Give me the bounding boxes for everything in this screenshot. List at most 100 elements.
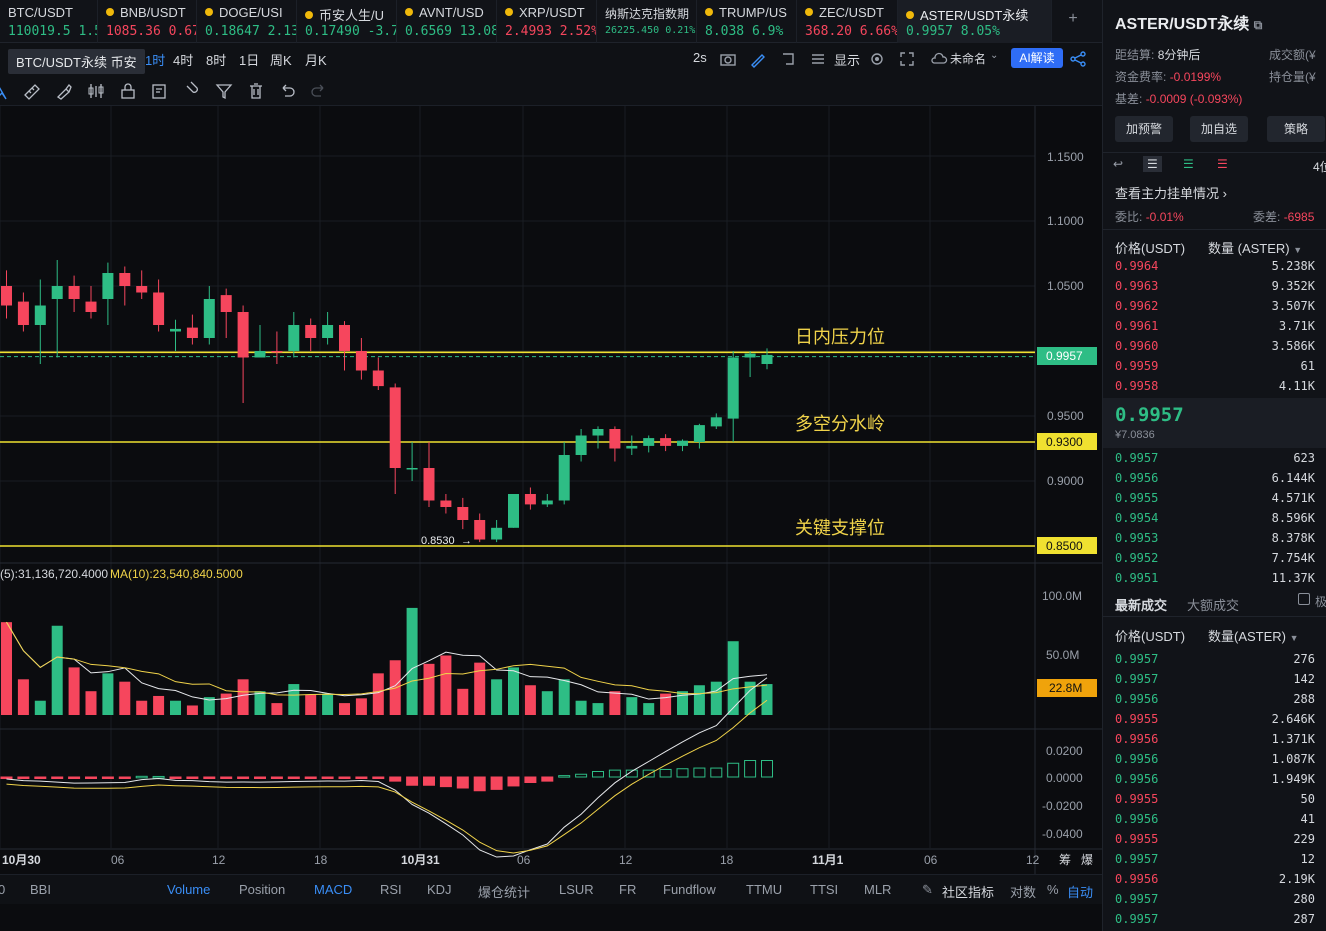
trade-row[interactable]: 0.9956 1.949K bbox=[1115, 769, 1315, 789]
trade-row[interactable]: 0.9955 229 bbox=[1115, 829, 1315, 849]
ticker-tab[interactable]: TRUMP/US 8.038 6.9% bbox=[697, 0, 797, 43]
indicator-fr[interactable]: FR bbox=[619, 882, 637, 897]
replay-icon[interactable] bbox=[778, 49, 798, 69]
trade-row[interactable]: 0.9957 276 bbox=[1115, 649, 1315, 669]
ask-row[interactable]: 0.9964 5.238K bbox=[1115, 256, 1315, 276]
trade-row[interactable]: 0.9956 41 bbox=[1115, 809, 1315, 829]
layout-name-dropdown[interactable]: 未命名 bbox=[950, 52, 987, 66]
indicator-position[interactable]: Position bbox=[239, 882, 286, 897]
display-menu[interactable]: 显示 bbox=[834, 53, 861, 68]
indicator-mlr[interactable]: MLR bbox=[864, 882, 892, 897]
strategy-button[interactable]: 策略 bbox=[1267, 116, 1325, 142]
depth-bids-icon[interactable]: ☰ bbox=[1183, 157, 1194, 171]
share-icon[interactable] bbox=[1068, 49, 1088, 69]
indicator-liquidation[interactable]: 爆仓统计 bbox=[478, 885, 531, 900]
filter-icon[interactable] bbox=[214, 81, 234, 101]
add-tab-button[interactable]: + bbox=[1068, 10, 1078, 27]
magnet-icon[interactable] bbox=[182, 81, 202, 101]
settings-icon[interactable] bbox=[867, 49, 887, 69]
timeframe-month[interactable]: 月K bbox=[305, 53, 327, 68]
depth-both-icon[interactable]: ↩ bbox=[1113, 157, 1124, 171]
log-scale-toggle[interactable]: 对数 bbox=[1010, 885, 1037, 900]
cursor-icon[interactable] bbox=[0, 81, 14, 101]
trades-tab-latest[interactable]: 最新成交 bbox=[1115, 598, 1168, 613]
add-watchlist-button[interactable]: 加自选 bbox=[1190, 116, 1248, 142]
trade-row[interactable]: 0.9957 142 bbox=[1115, 669, 1315, 689]
indicator-lsur[interactable]: LSUR bbox=[559, 882, 594, 897]
timeframe-week[interactable]: 周K bbox=[270, 53, 292, 68]
ticker-tab[interactable]: 纳斯达克指数期 26225.450 0.21% bbox=[597, 0, 697, 43]
brush-icon[interactable] bbox=[54, 81, 74, 101]
indicator-fundflow[interactable]: Fundflow bbox=[663, 882, 716, 897]
ask-row[interactable]: 0.9963 9.352K bbox=[1115, 276, 1315, 296]
community-indicators[interactable]: 社区指标 bbox=[942, 885, 995, 900]
candlestick-chart[interactable]: 1.1500 1.1000 1.0500 0.9500 0.9000 100.0… bbox=[0, 106, 1102, 874]
bid-row[interactable]: 0.9955 4.571K bbox=[1115, 488, 1315, 508]
trade-row[interactable]: 0.9956 288 bbox=[1115, 689, 1315, 709]
edit-icon[interactable]: ✎ bbox=[922, 882, 933, 897]
trade-row[interactable]: 0.9956 2.19K bbox=[1115, 869, 1315, 889]
indicator-macd[interactable]: MACD bbox=[314, 882, 353, 897]
chart-area[interactable]: 1.1500 1.1000 1.0500 0.9500 0.9000 100.0… bbox=[0, 106, 1102, 874]
indicator-partial[interactable]: 0 bbox=[0, 882, 6, 897]
lock-icon[interactable] bbox=[118, 81, 138, 101]
candle-tool-icon[interactable] bbox=[86, 81, 106, 101]
ticker-tab[interactable]: BTC/USDT 110019.5 1.5 bbox=[0, 0, 98, 43]
cloud-icon[interactable] bbox=[929, 49, 949, 69]
ai-analysis-button[interactable]: AI解读 bbox=[1011, 48, 1063, 68]
ticker-tab[interactable]: XRP/USDT 2.4993 2.52% bbox=[497, 0, 597, 43]
timeframe-1d[interactable]: 1日 bbox=[239, 53, 260, 68]
trade-row[interactable]: 0.9957 12 bbox=[1115, 849, 1315, 869]
auto-scale-toggle[interactable]: 自动 bbox=[1067, 885, 1094, 900]
camera-icon[interactable] bbox=[718, 49, 738, 69]
edit-note-icon[interactable] bbox=[150, 81, 170, 101]
indicator-ttmu[interactable]: TTMU bbox=[746, 882, 783, 897]
filter-checkbox[interactable] bbox=[1298, 593, 1310, 605]
ask-row[interactable]: 0.9959 61 bbox=[1115, 356, 1315, 376]
ticker-tab[interactable]: AVNT/USD 0.6569 13.08 bbox=[397, 0, 497, 43]
ask-row[interactable]: 0.9958 4.11K bbox=[1115, 376, 1315, 396]
indicator-ttsi[interactable]: TTSI bbox=[810, 882, 839, 897]
bid-row[interactable]: 0.9956 6.144K bbox=[1115, 468, 1315, 488]
redo-icon[interactable] bbox=[309, 81, 329, 101]
bid-row[interactable]: 0.9957 623 bbox=[1115, 448, 1315, 468]
trades-tab-large[interactable]: 大额成交 bbox=[1187, 598, 1240, 613]
ruler-icon[interactable] bbox=[22, 81, 42, 101]
chevron-down-icon[interactable]: ⌄ bbox=[990, 50, 999, 61]
trades-qty-header[interactable]: 数量(ASTER) ▼ bbox=[1208, 629, 1299, 644]
bid-row[interactable]: 0.9951 11.37K bbox=[1115, 568, 1315, 588]
indicator-rsi[interactable]: RSI bbox=[380, 882, 402, 897]
major-orders-link[interactable]: 查看主力挂单情况 › bbox=[1115, 186, 1227, 201]
ticker-tab[interactable]: BNB/USDT 1085.36 0.67 bbox=[98, 0, 197, 43]
ask-row[interactable]: 0.9961 3.71K bbox=[1115, 316, 1315, 336]
undo-icon[interactable] bbox=[277, 81, 297, 101]
bid-row[interactable]: 0.9954 8.596K bbox=[1115, 508, 1315, 528]
depth-split-icon[interactable]: ☰ bbox=[1143, 156, 1162, 172]
trade-row[interactable]: 0.9956 1.371K bbox=[1115, 729, 1315, 749]
indicator-bbi[interactable]: BBI bbox=[30, 882, 51, 897]
percent-toggle[interactable]: % bbox=[1047, 882, 1059, 897]
trade-row[interactable]: 0.9955 50 bbox=[1115, 789, 1315, 809]
ticker-tab-active[interactable]: ASTER/USDT永续 0.9957 8.05% bbox=[898, 0, 1052, 43]
ask-row[interactable]: 0.9960 3.586K bbox=[1115, 336, 1315, 356]
bid-row[interactable]: 0.9952 7.754K bbox=[1115, 548, 1315, 568]
depth-asks-icon[interactable]: ☰ bbox=[1217, 157, 1228, 171]
depth-precision[interactable]: 4位 bbox=[1313, 160, 1326, 174]
trade-row[interactable]: 0.9957 287 bbox=[1115, 909, 1315, 929]
interval-label[interactable]: 2s bbox=[693, 50, 707, 65]
ticker-tab[interactable]: 币安人生/U 0.17490 -3.7 bbox=[297, 0, 397, 43]
ticker-tab[interactable]: DOGE/USI 0.18647 2.13 bbox=[197, 0, 297, 43]
fullscreen-icon[interactable] bbox=[897, 49, 917, 69]
ticker-tab[interactable]: ZEC/USDT 368.20 6.66% bbox=[797, 0, 898, 43]
trade-row[interactable]: 0.9957 280 bbox=[1115, 889, 1315, 909]
trade-row[interactable]: 0.9956 1.087K bbox=[1115, 749, 1315, 769]
pen-icon[interactable] bbox=[748, 49, 768, 69]
trade-row[interactable]: 0.9955 2.646K bbox=[1115, 709, 1315, 729]
trash-icon[interactable] bbox=[246, 81, 266, 101]
menu-icon[interactable] bbox=[808, 49, 828, 69]
bid-row[interactable]: 0.9953 8.378K bbox=[1115, 528, 1315, 548]
ask-row[interactable]: 0.9962 3.507K bbox=[1115, 296, 1315, 316]
timeframe-4h[interactable]: 4时 bbox=[173, 53, 194, 68]
orderbook-qty-header[interactable]: 数量 (ASTER) ▼ bbox=[1208, 241, 1303, 256]
timeframe-8h[interactable]: 8时 bbox=[206, 53, 227, 68]
